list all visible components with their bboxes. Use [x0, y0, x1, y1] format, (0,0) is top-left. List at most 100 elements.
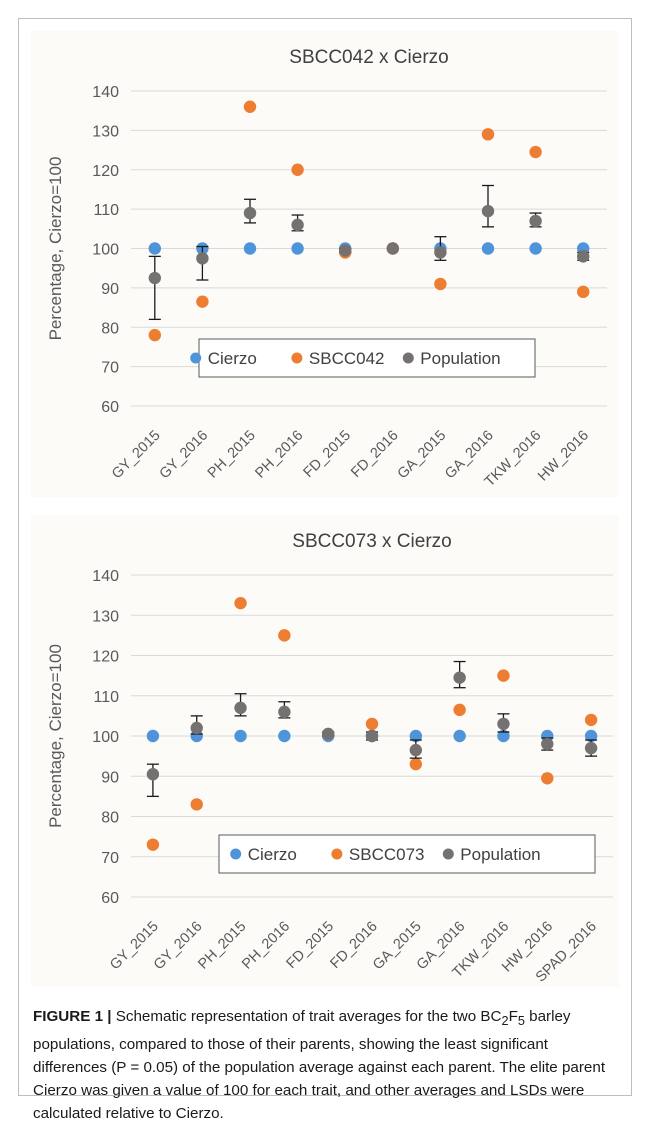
y-axis-title: Percentage, Cierzo=100: [46, 644, 65, 828]
data-point-cierzo: [453, 729, 466, 743]
legend-marker: [442, 848, 454, 860]
legend-marker: [230, 848, 242, 860]
data-point-population: [409, 743, 423, 757]
y-tick-label: 60: [101, 399, 119, 416]
data-point-population: [365, 729, 379, 743]
data-point-population: [529, 214, 542, 228]
data-point-sbcc073: [453, 703, 466, 717]
chart-sbcc042-svg: SBCC042 x Cierzo 60 70 80 90 100 110 120 130 140 P…: [46, 47, 607, 490]
data-point-population: [321, 727, 335, 741]
data-point-sbcc042: [529, 145, 542, 159]
y-tick-label: 100: [92, 729, 119, 746]
legend-label: Population: [420, 349, 500, 368]
data-point-population: [453, 671, 466, 684]
data-point-cierzo: [148, 242, 161, 255]
legend-marker: [402, 352, 414, 364]
data-point-population: [577, 250, 590, 263]
data-point-cierzo: [291, 242, 304, 255]
legend-marker: [190, 352, 202, 364]
x-tick-label: HW_2016: [535, 428, 592, 485]
data-point-population: [386, 242, 399, 255]
data-point-cierzo: [278, 729, 291, 743]
y-tick-label: 70: [101, 850, 119, 867]
data-point-population: [291, 218, 304, 232]
data-point-population: [497, 717, 510, 731]
y-tick-label: 140: [92, 568, 119, 585]
data-point-sbcc042: [196, 295, 209, 308]
data-point-sbcc042: [434, 277, 447, 291]
y-tick-label: 120: [92, 649, 119, 666]
legend-label: SBCC042: [309, 349, 385, 368]
chart-panel-sbcc073: SBCC073 x Cierzo 60 70 80 90 100 110 120 130 140 P…: [31, 515, 619, 987]
legend-label: SBCC073: [349, 845, 425, 864]
x-tick-label: FD_2015: [284, 919, 337, 972]
legend-label: Population: [460, 845, 540, 864]
data-point-cierzo: [146, 729, 160, 743]
data-point-population: [278, 705, 291, 719]
y-tick-label: 120: [92, 163, 119, 180]
data-point-sbcc073: [278, 629, 291, 642]
data-point-sbcc042: [481, 128, 495, 141]
y-tick-label: 140: [92, 84, 119, 101]
data-point-sbcc042: [243, 100, 257, 113]
data-point-sbcc073: [409, 757, 423, 771]
data-point-population: [339, 244, 352, 257]
data-point-population: [481, 204, 495, 218]
data-point-sbcc073: [146, 838, 160, 851]
data-point-population: [148, 271, 161, 285]
data-point-sbcc042: [148, 328, 161, 342]
data-point-cierzo: [409, 729, 423, 743]
data-point-cierzo: [234, 729, 247, 743]
y-tick-label: 110: [93, 689, 119, 706]
x-tick-label: FD_2016: [348, 428, 401, 481]
data-point-population: [434, 246, 447, 259]
caption-sub-2: 5: [517, 1014, 525, 1029]
x-tick-label: GY_2015: [109, 428, 164, 483]
y-tick-label: 60: [101, 890, 119, 907]
data-point-cierzo: [243, 242, 257, 255]
data-point-population: [146, 768, 160, 781]
y-tick-label: 80: [101, 810, 119, 827]
x-tick-label: PH_2015: [205, 428, 259, 482]
data-point-cierzo: [497, 729, 510, 743]
y-tick-label: 90: [101, 281, 119, 298]
x-tick-label: GA_2015: [395, 428, 450, 483]
data-point-sbcc073: [190, 798, 203, 811]
chart-title: SBCC042 x Cierzo: [289, 47, 448, 68]
figure-caption: FIGURE 1 | Schematic representation of t…: [33, 1005, 623, 1125]
data-point-population: [234, 701, 247, 715]
data-point-sbcc042: [577, 285, 590, 299]
y-tick-label: 100: [92, 242, 119, 259]
y-tick-label: 130: [92, 123, 119, 140]
data-point-population: [196, 252, 209, 265]
data-point-cierzo: [529, 242, 542, 255]
legend-label: Cierzo: [208, 349, 257, 368]
data-point-population: [541, 737, 554, 751]
data-point-cierzo: [584, 729, 598, 743]
legend-marker: [331, 848, 343, 860]
data-point-sbcc073: [365, 717, 379, 731]
caption-sub-1: 2: [501, 1014, 509, 1029]
data-point-cierzo: [481, 242, 495, 255]
data-point-sbcc042: [291, 163, 304, 176]
data-point-population: [584, 741, 598, 755]
x-tick-label: PH_2016: [239, 919, 293, 973]
chart-sbcc073-svg: SBCC073 x Cierzo 60 70 80 90 100 110 120 130 140 P…: [46, 531, 613, 986]
data-point-population: [190, 721, 203, 735]
y-tick-label: 110: [93, 202, 119, 219]
legend-box: [198, 338, 536, 378]
caption-lead: FIGURE 1 |: [33, 1008, 112, 1025]
chart-panel-sbcc042: SBCC042 x Cierzo 60 70 80 90 100 110 120 130 140 P…: [31, 31, 619, 497]
data-point-sbcc073: [497, 669, 510, 682]
chart-title: SBCC073 x Cierzo: [292, 531, 451, 552]
y-axis-title: Percentage, Cierzo=100: [46, 157, 65, 341]
caption-text-1: Schematic representation of trait averag…: [111, 1008, 502, 1025]
data-point-sbcc073: [541, 772, 554, 785]
y-tick-label: 80: [101, 320, 119, 337]
data-point-population: [243, 206, 257, 220]
data-point-sbcc073: [584, 713, 598, 727]
figure-frame: SBCC042 x Cierzo 60 70 80 90 100 110 120 130 140 P…: [18, 18, 632, 1122]
y-tick-label: 70: [101, 360, 119, 377]
x-tick-label: GY_2016: [157, 428, 212, 483]
x-tick-label: FD_2015: [301, 428, 354, 481]
